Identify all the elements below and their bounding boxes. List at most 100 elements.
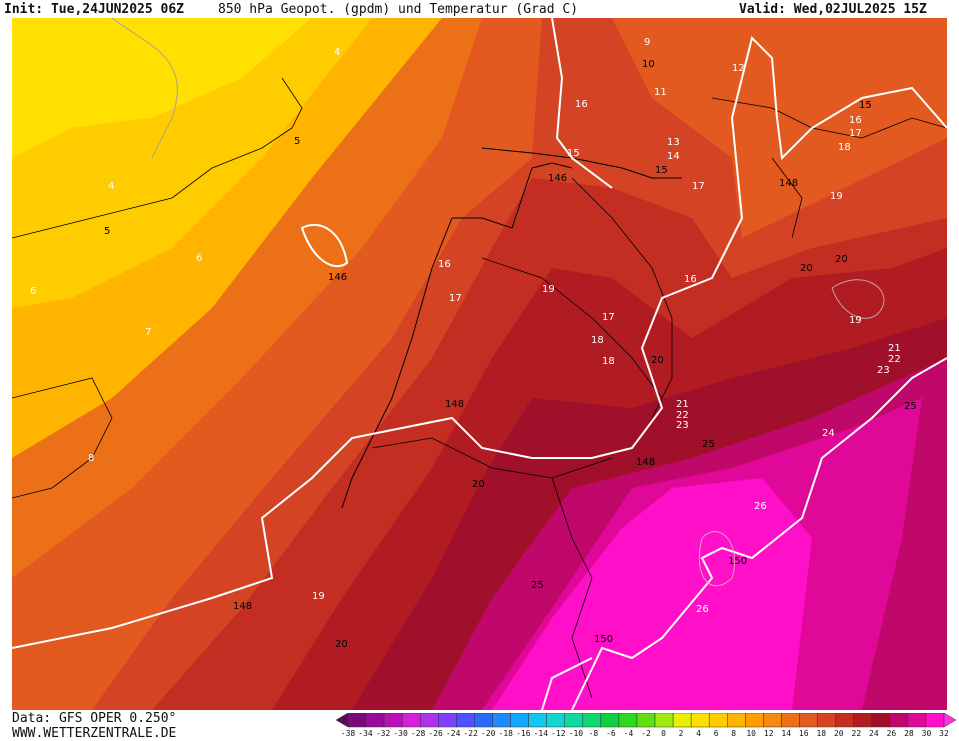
legend-tick-label: -24 (445, 729, 461, 738)
legend-swatch (347, 713, 367, 728)
legend-swatch (528, 713, 547, 728)
legend-tick-label: 24 (869, 729, 879, 738)
legend-swatch (383, 713, 403, 728)
chart-title: 850 hPa Geopot. (gpdm) und Temperatur (G… (218, 2, 579, 17)
geopot-150-line (571, 357, 947, 710)
init-time-label: Init: Tue,24JUN2025 06Z (4, 2, 185, 17)
legend-tick-label: 4 (696, 729, 701, 738)
legend-tick-label: -16 (516, 729, 531, 738)
temp-label: 6 (30, 286, 36, 297)
color-legend-bar (336, 713, 956, 728)
temp-label: 26 (696, 604, 709, 615)
coastline-east (771, 157, 803, 239)
color-legend-ticks: -38 -34 -32 -30 -28 -26 -24 -22 -20 -18 -16 -14 -12-… (336, 729, 956, 740)
color-legend-swatches (336, 713, 956, 728)
legend-tick-label: -12 (551, 729, 566, 738)
legend-swatch (636, 713, 656, 728)
legend-tick-label: 22 (851, 729, 862, 738)
legend-tick-label: 8 (731, 729, 737, 738)
legend-tick-label: -22 (463, 729, 478, 738)
legend-swatch (582, 713, 602, 728)
legend-swatch (456, 713, 475, 728)
temp-label: 4 (334, 47, 340, 58)
temp-label: 25 (702, 439, 715, 450)
legend-swatch (474, 713, 493, 728)
legend-swatch (708, 713, 728, 728)
temp-label: 16 (849, 115, 862, 126)
geopot-label: 148 (779, 178, 798, 189)
temp-label: 20 (800, 263, 813, 274)
legend-swatch (835, 713, 854, 728)
legend-tick-label: -20 (481, 729, 496, 738)
valid-time-label: Valid: Wed,02JUL2025 15Z (739, 2, 927, 17)
legend-tick-label: 30 (921, 729, 932, 738)
legend-swatch (690, 713, 710, 728)
geopot-148-line (12, 36, 947, 649)
legend-swatch (419, 713, 439, 728)
weather-map: 4 4 5 5 6 6 7 8 9 10 11 12 13 14 15 15 1… (12, 18, 947, 710)
legend-tick-label: 16 (798, 729, 809, 738)
temp-label: 24 (822, 428, 835, 439)
legend-tick-label: 32 (939, 729, 949, 738)
band-7 (12, 18, 442, 458)
temp-label: 23 (877, 365, 890, 376)
legend-tick-label: 18 (816, 729, 827, 738)
temp-label: 25 (531, 580, 544, 591)
border-germany (571, 177, 673, 419)
legend-tick-label: -34 (358, 729, 373, 738)
legend-swatch-high-arrow (943, 713, 956, 728)
temp-label: 20 (835, 254, 848, 265)
legend-swatch-low-arrow (336, 713, 349, 728)
legend-swatch (672, 713, 692, 728)
legend-tick-label: -2 (641, 729, 651, 738)
temp-label: 16 (438, 259, 451, 270)
band-28 (492, 478, 812, 710)
border-inland (481, 257, 663, 399)
legend-swatch (727, 713, 746, 728)
legend-swatch (763, 713, 782, 728)
temp-label: 19 (312, 591, 325, 602)
legend-tick-label: -38 (340, 729, 356, 738)
legend-swatch (618, 713, 638, 728)
header-bar: Init: Tue,24JUN2025 06Z 850 hPa Geopot. … (0, 0, 959, 18)
legend-swatch (871, 713, 891, 728)
legend-tick-label: 12 (763, 729, 774, 738)
temp-label: 5 (294, 136, 300, 147)
temp-label: 21 (676, 399, 689, 410)
legend-tick-label: 28 (904, 729, 914, 738)
isotherm-4 (111, 18, 178, 159)
geopot-label: 146 (328, 272, 347, 283)
temp-label: 17 (602, 312, 615, 323)
temp-label: 17 (849, 128, 862, 139)
legend-swatch (781, 713, 800, 728)
temp-label: 20 (472, 479, 485, 490)
temp-label: 22 (676, 410, 689, 421)
legend-tick-label: -4 (623, 729, 634, 738)
temp-label: 17 (692, 181, 705, 192)
temp-label: 23 (676, 420, 689, 431)
temp-label: 18 (602, 356, 615, 367)
temp-label: 16 (684, 274, 697, 285)
geopot-label: 148 (233, 601, 252, 612)
temp-label: 14 (667, 151, 680, 162)
legend-tick-label: -28 (410, 729, 426, 738)
temp-label: 19 (830, 191, 843, 202)
temp-label: 7 (145, 327, 151, 338)
coastline-belgium (341, 217, 453, 509)
border-france (371, 437, 613, 479)
legend-tick-label: -10 (568, 729, 584, 738)
geopot-150-south (541, 657, 593, 710)
temp-label: 22 (888, 354, 901, 365)
isotherm-ring-south (698, 531, 736, 587)
temp-label: 9 (644, 37, 650, 48)
legend-tick-label: 14 (781, 729, 792, 738)
legend-swatch (799, 713, 818, 728)
coastline-netherlands (452, 162, 573, 229)
legend-tick-label: 6 (713, 729, 719, 738)
legend-swatch (907, 713, 927, 728)
coastline-north (481, 147, 682, 179)
isotherm-ring (831, 279, 885, 319)
legend-swatch (925, 713, 945, 728)
coastline-baltic (711, 97, 947, 139)
temp-label: 13 (667, 137, 680, 148)
